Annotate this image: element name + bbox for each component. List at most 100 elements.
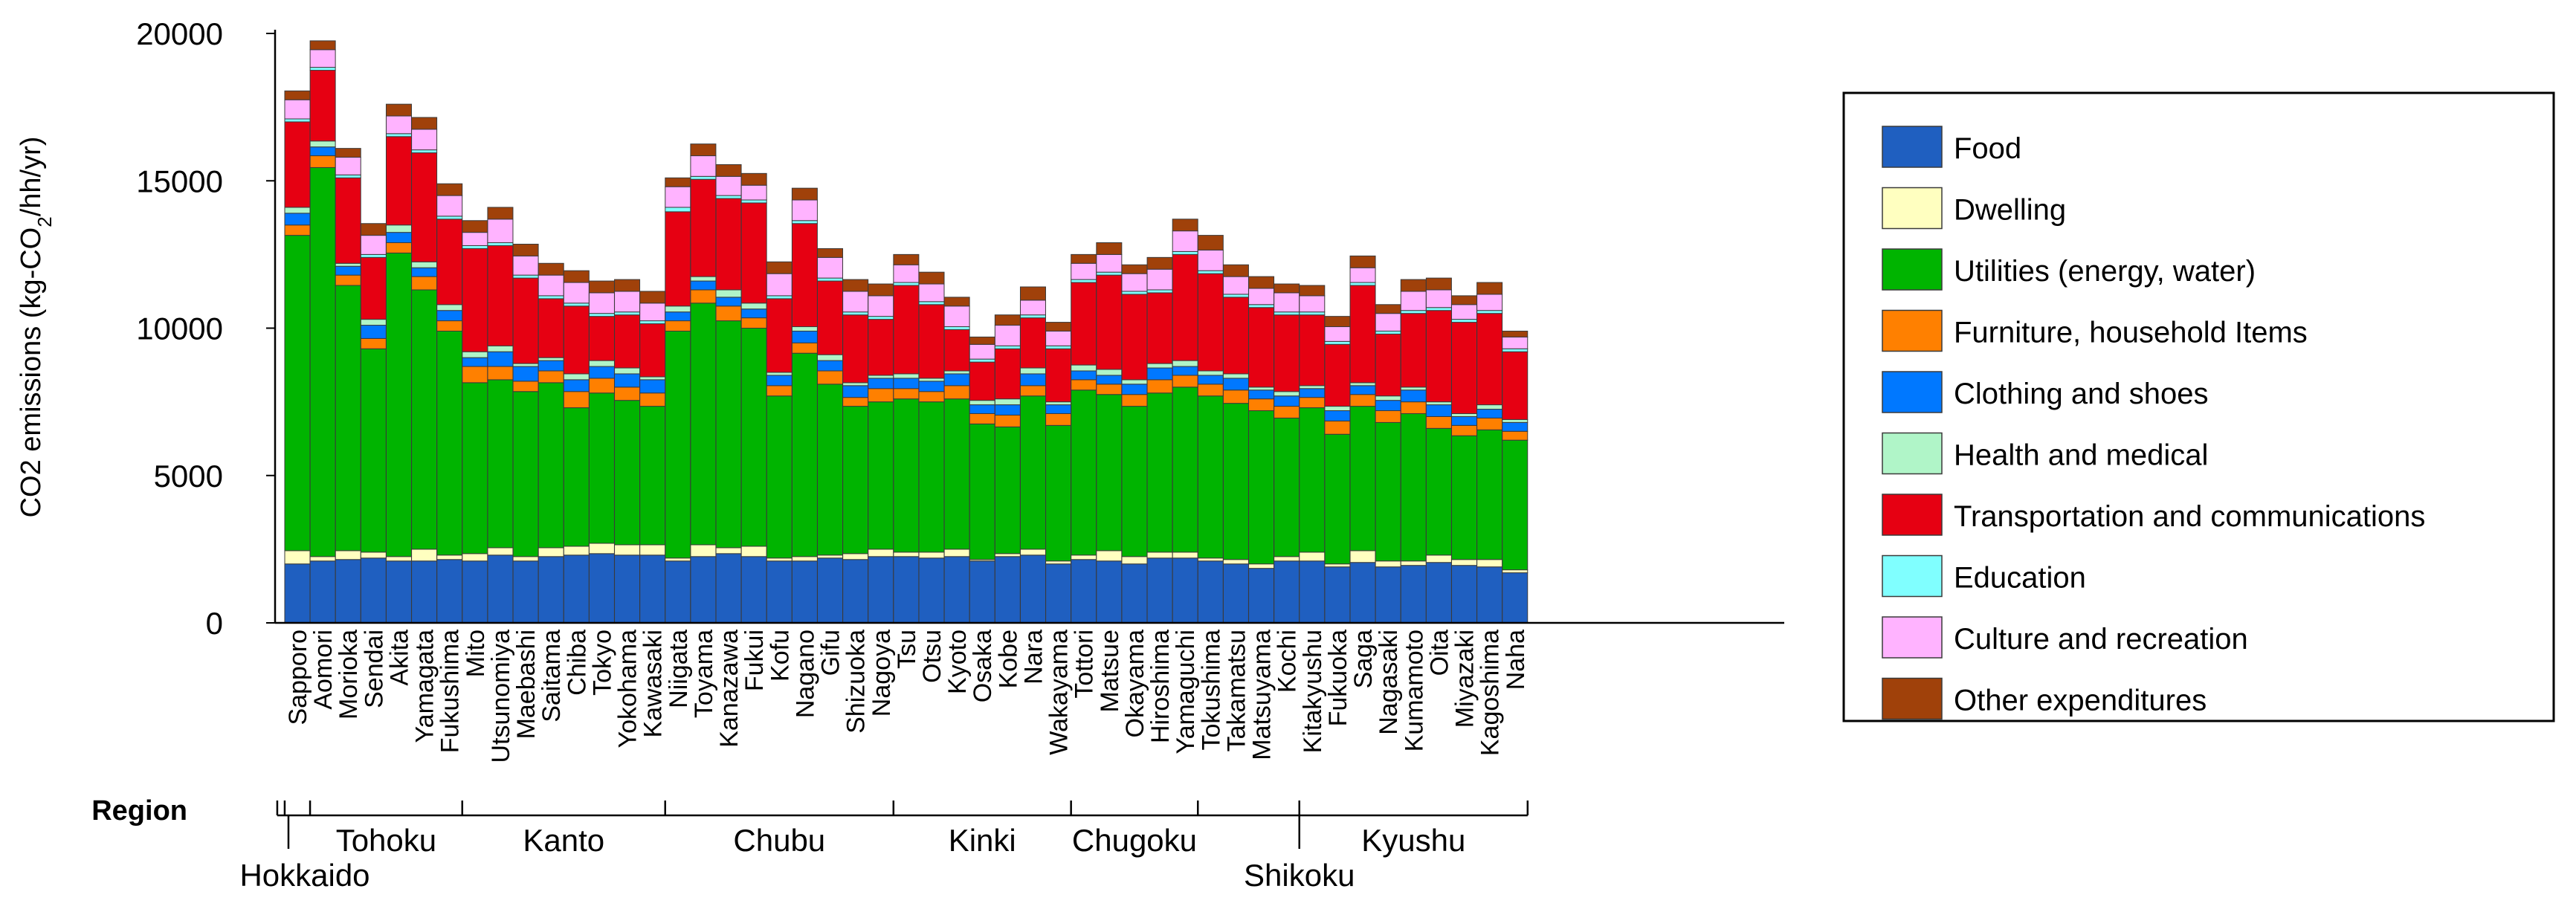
bar-segment: [1197, 235, 1224, 250]
bar-segment: [893, 282, 920, 286]
bar-segment: [1197, 375, 1224, 385]
x-tick-label: Niigata: [665, 630, 693, 708]
bar-segment: [1400, 413, 1427, 562]
bar-segment: [1121, 291, 1148, 295]
x-tick-label: Tokyo: [588, 630, 616, 696]
bar-segment: [943, 398, 970, 550]
bar-segment: [411, 149, 438, 154]
legend-item: Education: [1882, 554, 2086, 598]
bar-segment: [563, 373, 590, 381]
bar-segment: [1248, 563, 1275, 569]
bar-segment: [512, 556, 539, 562]
legend-swatch: [1882, 371, 1943, 413]
bar-segment: [1071, 282, 1097, 366]
region-label: Chubu: [733, 823, 825, 858]
x-tick-label: Fukuoka: [1324, 630, 1352, 726]
bar-segment: [1324, 433, 1351, 565]
bar-segment: [690, 143, 717, 157]
bar-segment: [893, 388, 920, 400]
x-tick-label: Yokohama: [614, 630, 642, 748]
bar-segment: [1172, 387, 1198, 553]
region-label: Kyushu: [1361, 823, 1465, 858]
bar-segment: [284, 550, 311, 565]
legend-label: Furniture, household Items: [1954, 317, 2308, 349]
region-label: Tohoku: [336, 823, 436, 858]
bar-segment: [563, 391, 590, 409]
bar-segment: [842, 385, 869, 398]
bar-segment: [487, 554, 514, 624]
bar-segment: [791, 330, 818, 343]
bar-segment: [563, 379, 590, 392]
bar-segment: [994, 348, 1021, 400]
bar-segment: [385, 133, 412, 138]
bar-segment: [1299, 385, 1326, 389]
bar-segment: [1299, 285, 1326, 297]
bar-stack: [1274, 283, 1300, 624]
x-tick-label: Sendai: [360, 630, 388, 708]
bar-segment: [588, 313, 615, 317]
bar-segment: [1146, 363, 1173, 369]
bar-segment: [791, 220, 818, 224]
bar-segment: [1172, 230, 1198, 252]
bar-segment: [665, 177, 691, 187]
bar-segment: [1071, 379, 1097, 391]
bar-segment: [1299, 311, 1326, 316]
bar-stack: [1248, 276, 1275, 624]
bar-segment: [385, 224, 412, 233]
bar-segment: [411, 289, 438, 550]
bar-segment: [538, 547, 564, 557]
bar-stack: [1349, 255, 1376, 624]
bar-segment: [1274, 560, 1300, 624]
bar-segment: [766, 372, 793, 376]
x-tick-label: Kanazawa: [715, 630, 743, 748]
bar-segment: [284, 121, 311, 208]
bar-segment: [791, 556, 818, 562]
bar-stack: [1172, 219, 1198, 624]
bar-segment: [1274, 417, 1300, 557]
bar-segment: [766, 273, 793, 297]
bar-segment: [740, 317, 767, 329]
bar-segment: [893, 552, 920, 557]
bar-segment: [639, 379, 666, 394]
bar-segment: [817, 360, 844, 372]
bar-segment: [1197, 270, 1224, 274]
bar-segment: [1476, 282, 1503, 295]
bar-segment: [943, 297, 970, 307]
bar-segment: [411, 267, 438, 277]
x-tick-label: Hiroshima: [1146, 630, 1175, 743]
bar-segment: [487, 547, 514, 556]
bar-segment: [665, 320, 691, 332]
bar-segment: [1274, 395, 1300, 407]
bar-segment: [1045, 563, 1072, 624]
bar-stack: [284, 90, 311, 624]
bar-segment: [1299, 388, 1326, 398]
bar-segment: [1096, 375, 1123, 385]
bar-segment: [969, 413, 995, 424]
bar-segment: [1222, 563, 1249, 624]
x-tick-label: Maebashi: [512, 630, 540, 739]
bar-stack: [512, 243, 539, 624]
bar-segment: [868, 401, 894, 550]
bar-segment: [1274, 314, 1300, 392]
bar-segment: [868, 556, 894, 624]
bar-segment: [1299, 407, 1326, 553]
bar-segment: [715, 198, 742, 291]
bar-stack: [1045, 322, 1072, 624]
bar-segment: [842, 397, 869, 407]
bar-segment: [1096, 369, 1123, 376]
svg-text:CO2 emissions (kg-CO2/hh/yr): CO2 emissions (kg-CO2/hh/yr): [16, 137, 56, 518]
bar-segment: [690, 303, 717, 546]
bar-segment: [462, 245, 488, 249]
x-tick-label: Tsu: [893, 630, 921, 669]
legend-item: Transportation and communications: [1882, 494, 2425, 536]
legend-label: Dwelling: [1954, 194, 2066, 227]
legend-label: Education: [1954, 562, 2086, 595]
bar-segment: [1502, 351, 1529, 420]
bar-segment: [1451, 304, 1478, 320]
bar-segment: [943, 549, 970, 557]
bar-segment: [715, 289, 742, 298]
bar-segment: [1121, 394, 1148, 407]
bar-stack: [385, 103, 412, 624]
x-tick-label: Saitama: [538, 630, 566, 722]
